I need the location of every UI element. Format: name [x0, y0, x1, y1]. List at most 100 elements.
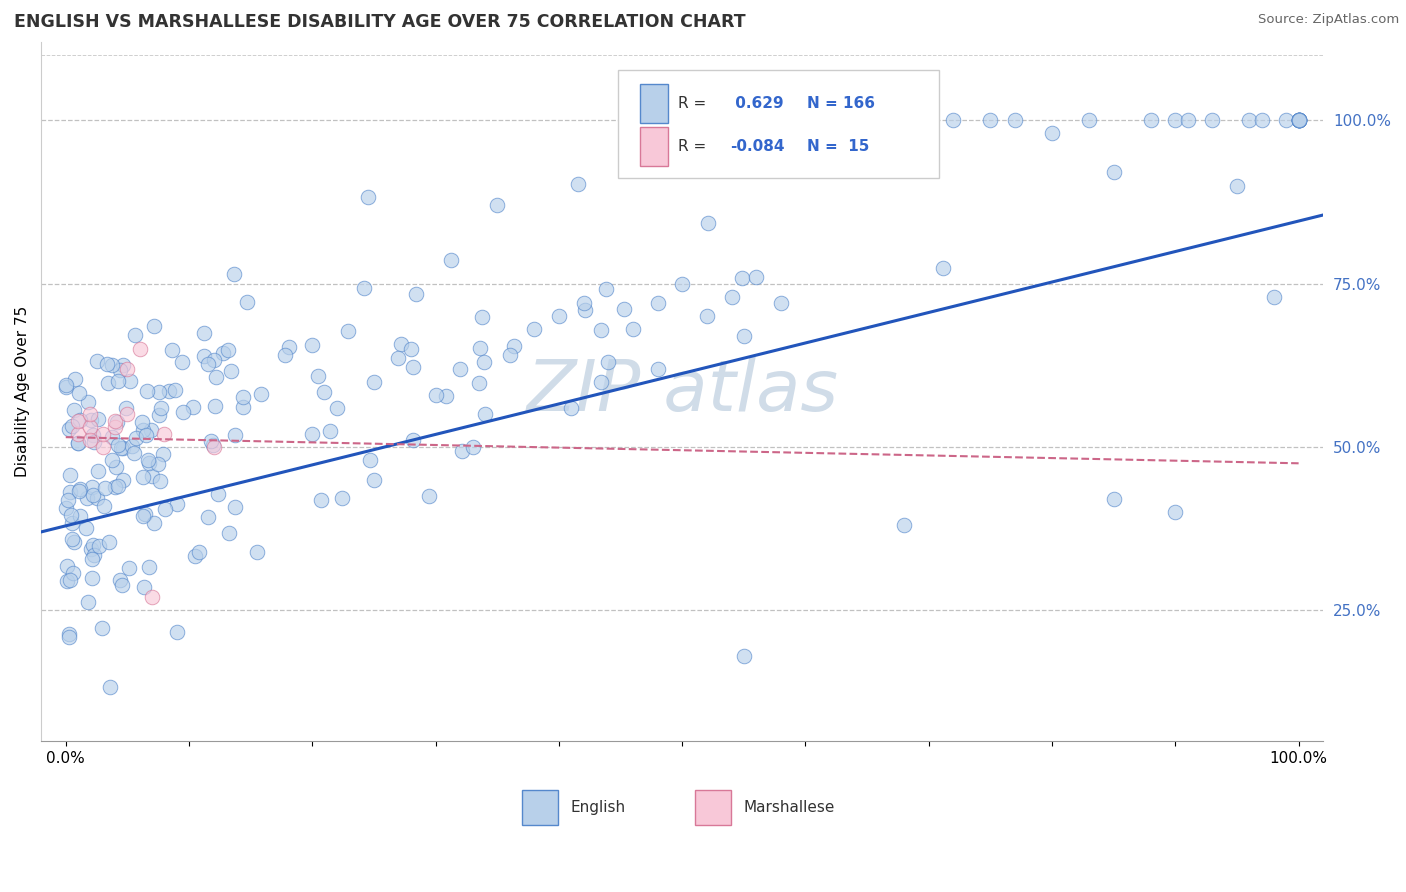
Point: [621, 322, 644, 336]
Point: [336, 325, 359, 339]
Point: [794, 80, 817, 95]
Point: [745, 270, 768, 285]
Point: [353, 281, 375, 295]
Point: [118, 560, 141, 574]
Point: [105, 459, 128, 474]
Point: [1102, 165, 1125, 179]
Point: [131, 415, 153, 429]
Point: [389, 336, 412, 351]
Point: [100, 359, 122, 373]
Point: [111, 577, 134, 591]
Point: [184, 549, 207, 563]
Point: [647, 361, 669, 376]
Point: [60, 418, 83, 433]
Point: [79, 420, 101, 434]
Text: ENGLISH VS MARSHALLESE DISABILITY AGE OVER 75 CORRELATION CHART: ENGLISH VS MARSHALLESE DISABILITY AGE OV…: [14, 13, 745, 31]
Point: [60, 508, 83, 522]
Point: [172, 405, 194, 419]
Point: [733, 649, 755, 664]
Text: English: English: [571, 800, 626, 815]
Point: [87, 539, 110, 553]
Point: [132, 509, 155, 524]
Point: [1288, 113, 1310, 128]
Point: [93, 499, 115, 513]
Point: [55, 500, 77, 515]
Point: [67, 483, 90, 498]
Point: [249, 387, 271, 401]
Point: [696, 216, 718, 230]
Point: [893, 518, 915, 533]
Point: [1275, 113, 1298, 128]
Point: [56, 559, 79, 574]
Point: [307, 369, 329, 384]
Text: -0.084: -0.084: [730, 139, 785, 154]
Point: [218, 526, 240, 541]
Point: [117, 361, 139, 376]
Point: [98, 680, 121, 694]
Bar: [640, 128, 668, 166]
Point: [87, 464, 110, 478]
Point: [405, 286, 427, 301]
Point: [75, 521, 97, 535]
Point: [104, 480, 127, 494]
Point: [128, 342, 150, 356]
Point: [153, 501, 176, 516]
Point: [942, 113, 965, 128]
Point: [76, 491, 98, 506]
Point: [107, 375, 129, 389]
Point: [1288, 113, 1310, 128]
Text: 0.629: 0.629: [730, 95, 783, 111]
Point: [67, 414, 90, 428]
Bar: [695, 790, 731, 825]
Point: [1201, 113, 1223, 128]
Point: [197, 358, 219, 372]
Point: [104, 420, 127, 434]
Point: [69, 509, 91, 524]
Point: [613, 302, 636, 317]
Point: [143, 516, 166, 530]
Point: [141, 469, 163, 483]
Point: [474, 407, 496, 421]
Point: [79, 407, 101, 421]
Point: [149, 474, 172, 488]
Point: [202, 440, 225, 454]
Point: [166, 497, 188, 511]
Point: [105, 415, 128, 429]
Point: [91, 440, 114, 454]
Point: [165, 383, 187, 397]
Point: [82, 480, 104, 494]
Point: [363, 473, 385, 487]
Point: [503, 339, 526, 353]
Point: [79, 434, 101, 448]
Point: [696, 310, 718, 324]
Point: [82, 488, 104, 502]
Point: [236, 294, 259, 309]
Point: [132, 423, 155, 437]
Bar: [522, 790, 558, 825]
Text: R =: R =: [678, 95, 707, 111]
Point: [1288, 113, 1310, 128]
Point: [55, 379, 77, 393]
Point: [134, 507, 156, 521]
Point: [125, 431, 148, 445]
Point: [83, 548, 105, 562]
Point: [560, 401, 582, 415]
Bar: [640, 84, 668, 122]
Point: [97, 376, 120, 391]
Point: [326, 401, 349, 415]
Point: [1078, 113, 1101, 128]
Point: [135, 428, 157, 442]
Point: [86, 412, 108, 426]
Point: [1239, 113, 1261, 128]
Point: [451, 444, 474, 458]
Point: [589, 323, 612, 337]
Point: [472, 355, 495, 369]
Point: [56, 574, 79, 588]
Point: [135, 384, 157, 399]
Point: [1288, 113, 1310, 128]
Point: [69, 482, 91, 496]
Text: R =: R =: [678, 139, 707, 154]
Point: [132, 580, 155, 594]
Point: [65, 372, 87, 386]
Point: [589, 375, 612, 389]
